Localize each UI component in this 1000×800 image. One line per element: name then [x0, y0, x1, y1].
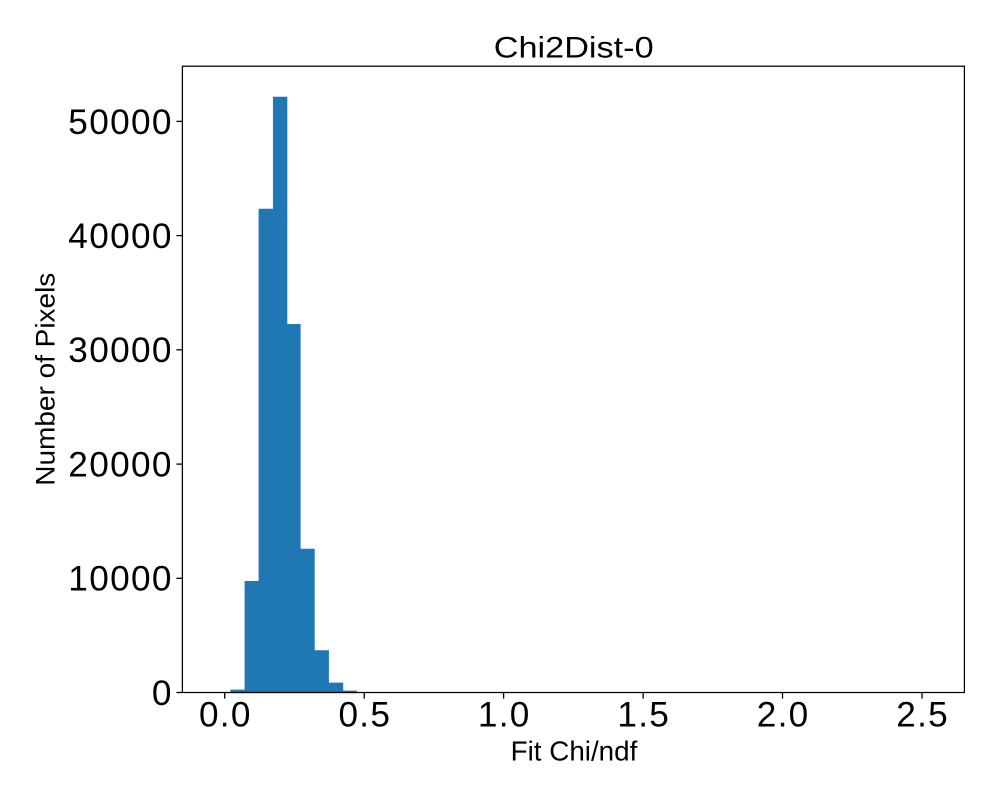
svg-text:0.0: 0.0: [199, 695, 251, 734]
svg-text:20000: 20000: [68, 446, 171, 485]
svg-text:10000: 10000: [68, 560, 171, 599]
svg-text:Number of Pixels: Number of Pixels: [30, 273, 60, 486]
svg-text:0.5: 0.5: [338, 695, 390, 734]
svg-text:1.0: 1.0: [478, 695, 529, 734]
svg-text:1.5: 1.5: [617, 695, 669, 734]
svg-text:40000: 40000: [68, 217, 171, 256]
svg-text:Chi2Dist-0: Chi2Dist-0: [494, 32, 654, 65]
svg-text:2.5: 2.5: [896, 695, 948, 734]
svg-text:0: 0: [152, 674, 172, 713]
svg-text:Fit Chi/ndf: Fit Chi/ndf: [511, 736, 638, 767]
svg-text:50000: 50000: [68, 103, 171, 142]
svg-text:2.0: 2.0: [757, 695, 809, 734]
svg-text:30000: 30000: [68, 331, 171, 370]
